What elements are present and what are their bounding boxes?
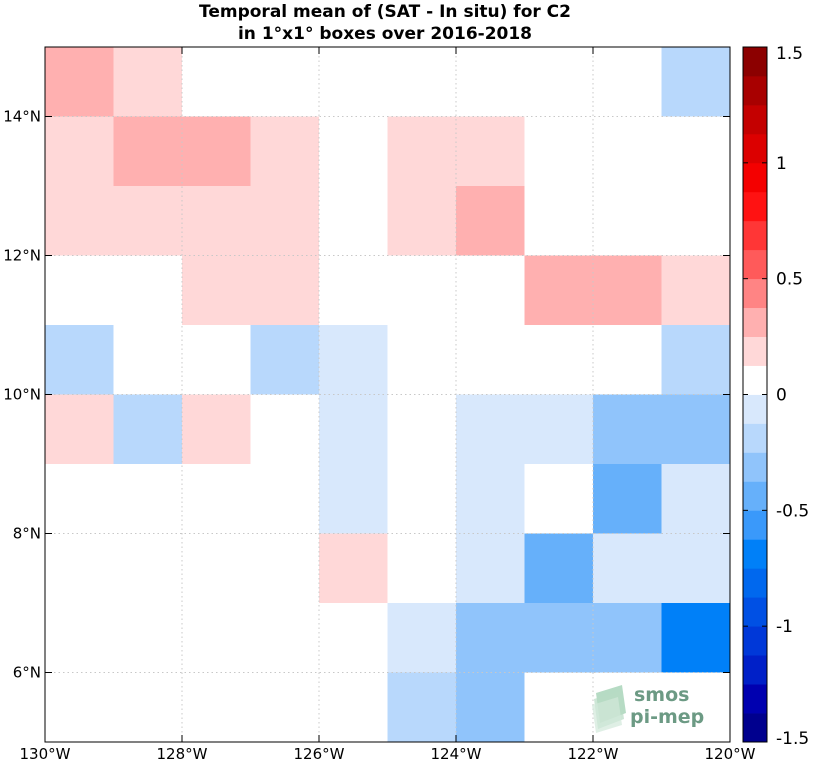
x-tick-label: 122°W: [568, 745, 619, 763]
heatmap-cell: [45, 47, 114, 117]
colorbar-segment: [743, 539, 767, 569]
heatmap-cell: [593, 533, 662, 603]
heatmap-cell: [456, 603, 525, 673]
heatmap-cell: [593, 464, 662, 534]
heatmap-cell: [456, 533, 525, 603]
heatmap-cell: [593, 394, 662, 464]
heatmap-cell: [182, 116, 251, 186]
heatmap-cell: [250, 116, 319, 186]
colorbar-segment: [743, 423, 767, 453]
colorbar-segment: [743, 713, 767, 743]
colorbar-segment: [743, 307, 767, 337]
colorbar-segment: [743, 684, 767, 714]
heatmap-cell: [387, 186, 456, 256]
heatmap-cell: [319, 325, 388, 395]
colorbar-tick-label: -1.5: [776, 729, 809, 749]
logo-text-pi-mep: pi-mep: [630, 706, 704, 728]
colorbar-segment: [743, 47, 767, 77]
colorbar-segment: [743, 278, 767, 309]
heatmap-cell: [45, 186, 114, 256]
colorbar-tick-label: -0.5: [776, 501, 809, 521]
heatmap-cell: [113, 186, 182, 256]
heatmap-cell: [113, 394, 182, 464]
colorbar: 1.5 1 0.5 0 -0.5 -1 -1.5: [742, 44, 809, 749]
heatmap-cell: [250, 255, 319, 325]
heatmap-cell: [45, 325, 114, 395]
colorbar-segment: [743, 191, 767, 222]
heatmap-cell: [250, 186, 319, 256]
heatmap-cell: [319, 464, 388, 534]
heatmap-cell: [456, 186, 525, 256]
heatmap-cell: [182, 186, 251, 256]
heatmap-cell: [45, 116, 114, 186]
heatmap-cell: [250, 325, 319, 395]
y-tick-label: 8°N: [13, 525, 41, 543]
heatmap-cell: [387, 603, 456, 673]
heatmap-cell: [524, 533, 593, 603]
chart-title-line-2: in 1°x1° boxes over 2016-2018: [237, 24, 533, 44]
y-tick-label: 14°N: [3, 108, 41, 126]
heatmap-cell: [319, 394, 388, 464]
colorbar-segment: [743, 336, 767, 366]
colorbar-segment: [743, 162, 767, 193]
x-tick-label: 124°W: [431, 745, 482, 763]
y-tick-label: 6°N: [13, 664, 41, 682]
colorbar-segment: [743, 220, 767, 251]
colorbar-segment: [743, 510, 767, 540]
colorbar-segment: [743, 133, 767, 164]
x-tick-label: 120°W: [705, 745, 756, 763]
colorbar-segment: [743, 481, 767, 511]
colorbar-segment: [743, 394, 767, 424]
colorbar-segment: [743, 568, 767, 598]
colorbar-tick-label: -1: [776, 617, 793, 637]
heatmap-cells: [45, 47, 730, 742]
y-tick-label: 10°N: [3, 386, 41, 404]
smos-pi-mep-logo: smos pi-mep: [592, 684, 704, 733]
heatmap-cell: [387, 672, 456, 742]
colorbar-tick-label: 0: [776, 386, 787, 406]
colorbar-segment: [743, 249, 767, 280]
x-tick-label: 126°W: [294, 745, 345, 763]
chart-title-line-1: Temporal mean of (SAT - In situ) for C2: [199, 2, 571, 22]
x-tick-label: 130°W: [20, 745, 71, 763]
heatmap-cell: [524, 255, 593, 325]
colorbar-tick-label: 0.5: [776, 270, 803, 290]
heatmap-cell: [661, 464, 730, 534]
colorbar-segment: [743, 75, 767, 106]
heatmap-cell: [661, 394, 730, 464]
x-tick-label: 128°W: [157, 745, 208, 763]
heatmap-cell: [593, 255, 662, 325]
colorbar-segment: [743, 597, 767, 627]
colorbar-segment: [743, 365, 767, 395]
heatmap-cell: [182, 255, 251, 325]
logo-text-smos: smos: [634, 684, 689, 706]
colorbar-tick-label: 1.5: [776, 44, 803, 64]
heatmap-cell: [661, 47, 730, 117]
colorbar-segment: [743, 452, 767, 482]
heatmap-cell: [524, 603, 593, 673]
heatmap-cell: [661, 603, 730, 673]
colorbar-segment: [743, 655, 767, 685]
heatmap-cell: [113, 116, 182, 186]
heatmap-cell: [456, 464, 525, 534]
y-tick-label: 12°N: [3, 247, 41, 265]
heatmap-cell: [661, 255, 730, 325]
heatmap-cell: [182, 394, 251, 464]
heatmap-cell: [387, 116, 456, 186]
heatmap-cell: [456, 672, 525, 742]
axis-ticks: 130°W 128°W 126°W 124°W 122°W 120°W 6°N 8°N 10°N…: [3, 47, 756, 763]
heatmap-cell: [661, 533, 730, 603]
heatmap-cell: [524, 394, 593, 464]
heatmap-cell: [113, 47, 182, 117]
colorbar-segment: [743, 626, 767, 656]
colorbar-tick-label: 1: [776, 154, 787, 174]
heatmap-cell: [456, 116, 525, 186]
heatmap-cell: [319, 533, 388, 603]
heatmap-cell: [661, 325, 730, 395]
heatmap-cell: [456, 394, 525, 464]
colorbar-segment: [743, 104, 767, 135]
heatmap-cell: [45, 394, 114, 464]
heatmap-cell: [593, 603, 662, 673]
